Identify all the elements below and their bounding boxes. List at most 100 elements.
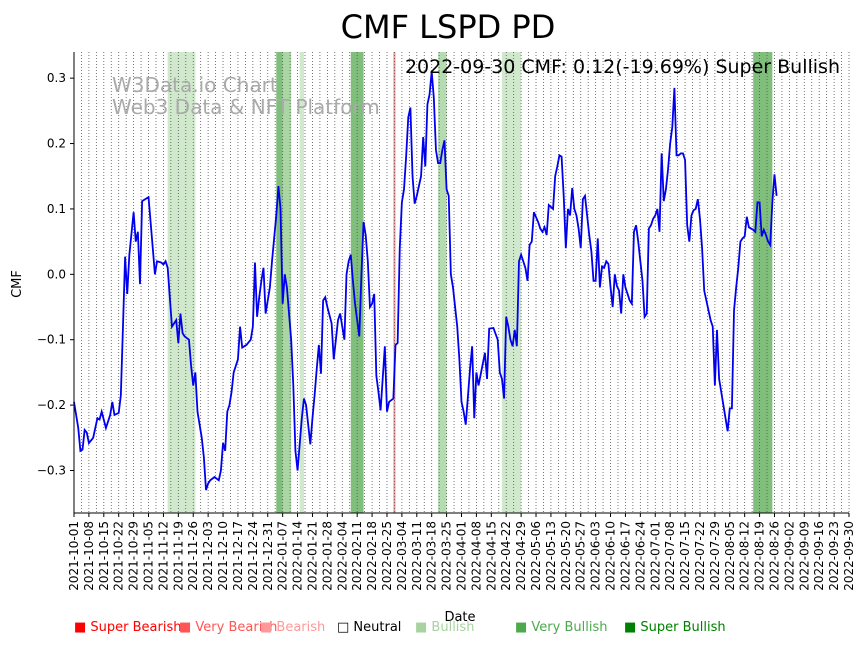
x-tick-label: 2022-03-25 [440,521,454,591]
watermark-line-2: Web3 Data & NFT Platform [112,95,380,119]
band-super-bearish-5 [393,52,396,513]
y-axis-ticks: −0.3 −0.2 −0.1 0.0 0.1 0.2 0.3 [37,71,74,477]
x-tick-label: 2022-01-21 [305,521,319,591]
x-tick-label: 2022-04-08 [469,521,483,591]
x-tick-label: 2022-08-19 [753,521,767,591]
x-tick-label: 2022-07-15 [678,521,692,591]
band-bullish-3 [299,52,304,513]
band-bullish-7 [501,52,522,513]
x-tick-label: 2022-05-27 [574,521,588,591]
x-tick-label: 2021-10-29 [127,521,141,591]
x-tick-label: 2022-04-01 [455,521,469,591]
x-tick-label: 2022-03-11 [410,521,424,591]
legend-label: Bearish [276,620,326,635]
watermark: W3Data.io Chart Web3 Data & NFT Platform [112,73,380,119]
legend-item-bearish: ■ Bearish [260,620,325,635]
x-tick-label: 2021-12-24 [246,521,260,591]
legend-label: Super Bullish [640,620,726,635]
x-tick-label: 2022-05-06 [529,521,543,591]
legend-label: Very Bearish [195,620,278,635]
x-tick-label: 2021-12-03 [201,521,215,591]
x-tick-label: 2022-01-14 [291,521,305,591]
latest-value-annotation: 2022-09-30 CMF: 0.12(-19.69%) Super Bull… [405,56,840,78]
legend-swatch-icon: ■ [515,620,532,635]
x-tick-label: 2022-01-28 [320,521,334,591]
x-tick-label: 2022-08-05 [723,521,737,591]
legend-item-neutral: □ Neutral [337,620,401,635]
legend-swatch-icon: □ [337,620,354,635]
x-tick-label: 2022-07-22 [693,521,707,591]
band-bullish-0 [167,52,196,513]
legend-swatch-icon: ■ [179,620,196,635]
x-tick-label: 2022-02-18 [365,521,379,591]
band-bullish-6 [438,52,447,513]
x-tick-label: 2022-08-12 [738,521,752,591]
x-tick-label: 2021-12-17 [231,521,245,591]
x-tick-label: 2022-09-30 [842,521,856,591]
x-tick-label: 2022-09-16 [812,521,826,591]
cmf-series-line [73,71,778,491]
x-tick-label: 2021-12-31 [261,521,275,591]
x-tick-label: 2022-09-09 [797,521,811,591]
x-tick-label: 2022-06-17 [618,521,632,591]
x-tick-label: 2022-04-22 [499,521,513,591]
legend-item-bullish: ■ Bullish [415,620,474,635]
x-tick-label: 2021-10-08 [82,521,96,591]
x-tick-label: 2022-07-08 [663,521,677,591]
x-axis-label: Date [444,610,475,625]
x-tick-label: 2022-09-23 [827,521,841,591]
signal-bands [167,52,773,513]
x-tick-label: 2022-01-07 [276,521,290,591]
legend-item-super-bullish: ■ Super Bullish [624,620,726,635]
y-tick-label: 0.0 [47,267,66,281]
x-tick-label: 2022-07-29 [708,521,722,591]
legend-swatch-icon: ■ [624,620,641,635]
legend-item-super-bearish: ■ Super Bearish [74,620,182,635]
x-tick-label: 2021-11-05 [142,521,156,591]
chart-title: CMF LSPD PD [341,8,556,46]
x-tick-label: 2022-03-04 [395,521,409,591]
x-axis-ticks: 2021-10-01 2021-10-08 2021-10-15 2021-10-22… [67,513,856,591]
legend-item-very-bullish: ■ Very Bullish [515,620,607,635]
legend-swatch-icon: ■ [260,620,277,635]
x-tick-label: 2021-12-10 [216,521,230,591]
legend-label: Very Bullish [531,620,608,635]
legend-label: Neutral [353,620,402,635]
band-super-bullish-1 [276,52,283,513]
x-tick-label: 2022-06-24 [633,521,647,591]
band-super-bullish-4 [350,52,364,513]
x-tick-label: 2022-05-13 [544,521,558,591]
legend-swatch-icon: ■ [415,620,432,635]
x-tick-label: 2022-04-29 [514,521,528,591]
x-tick-label: 2022-02-11 [350,521,364,591]
legend-item-very-bearish: ■ Very Bearish [179,620,277,635]
x-tick-label: 2021-10-22 [112,521,126,591]
x-tick-label: 2021-10-15 [97,521,111,591]
band-super-bullish-8 [753,52,773,513]
y-tick-label: 0.3 [47,71,66,85]
legend-label: Super Bearish [90,620,182,635]
legend-swatch-icon: ■ [74,620,91,635]
y-tick-label: −0.1 [37,333,66,347]
y-tick-label: 0.2 [47,137,66,151]
watermark-line-1: W3Data.io Chart [112,73,278,97]
x-tick-label: 2021-11-19 [171,521,185,591]
x-tick-label: 2021-11-12 [156,521,170,591]
x-tick-label: 2022-05-20 [559,521,573,591]
x-tick-label: 2022-02-04 [335,521,349,591]
x-tick-label: 2021-10-01 [67,521,81,591]
x-tick-label: 2022-04-15 [484,521,498,591]
x-tick-label: 2021-11-26 [186,521,200,591]
signal-legend: ■ Super Bearish ■ Very Bearish ■ Bearish □ … [74,620,854,640]
x-tick-label: 2022-06-03 [589,521,603,591]
y-tick-label: −0.2 [37,398,66,412]
legend-label: Bullish [431,620,475,635]
x-tick-label: 2022-02-25 [380,521,394,591]
x-tick-label: 2022-09-02 [782,521,796,591]
x-tick-label: 2022-07-01 [648,521,662,591]
x-tick-label: 2022-08-26 [767,521,781,591]
y-axis-label: CMF [10,270,25,298]
y-tick-label: 0.1 [47,202,66,216]
x-tick-label: 2022-06-10 [604,521,618,591]
